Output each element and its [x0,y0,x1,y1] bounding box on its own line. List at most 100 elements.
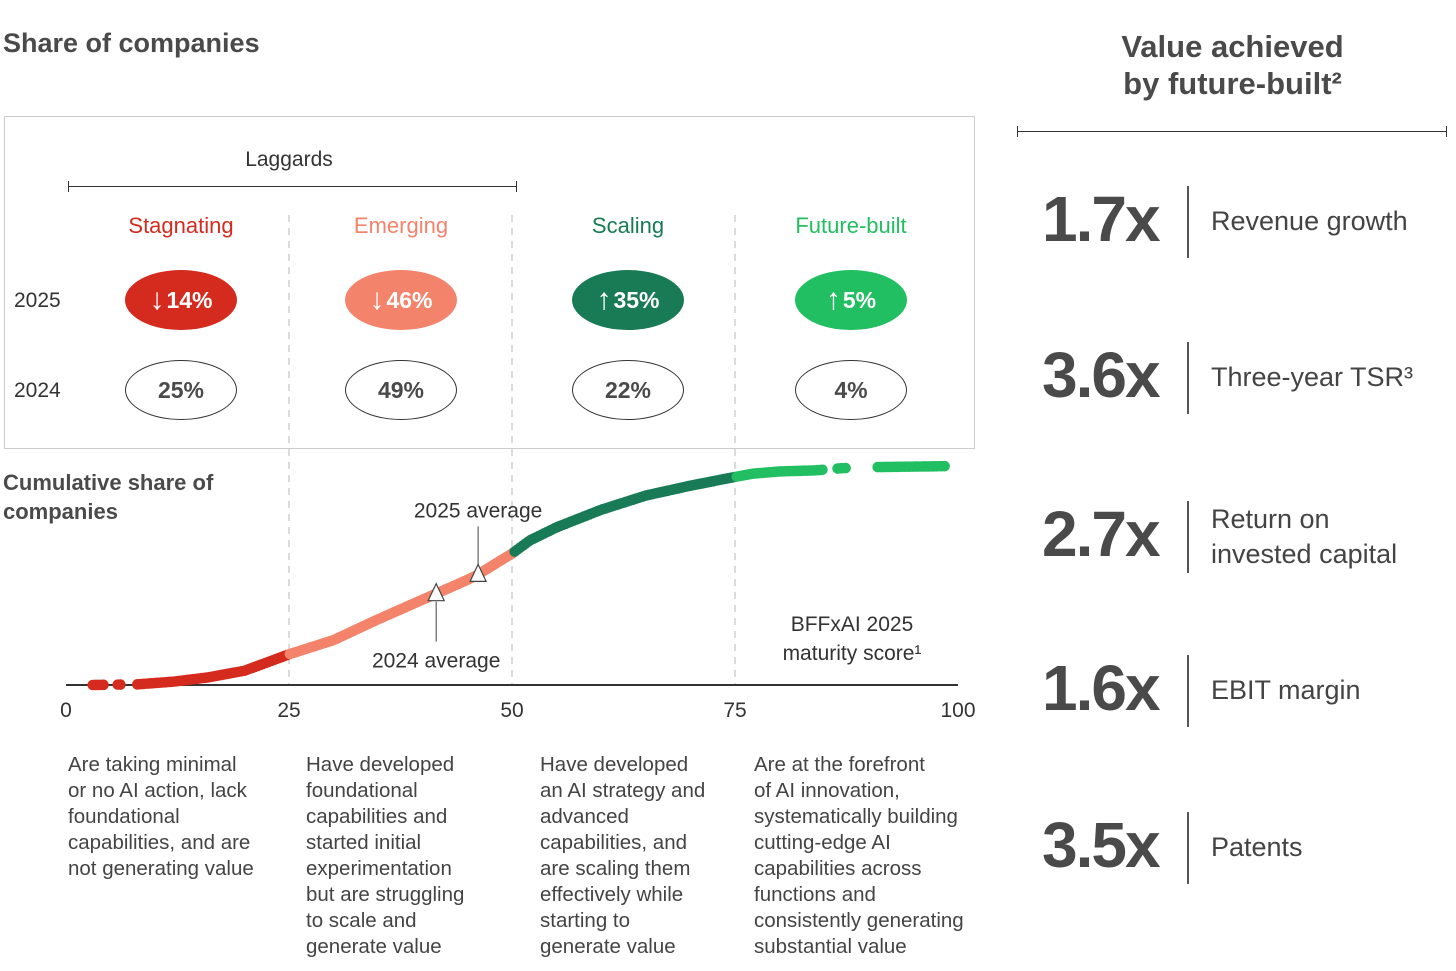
x-tick-label: 100 [940,699,975,722]
metric-2-value: 2.7x [1042,498,1161,570]
tier-3-2025-badge: ↑ 5% [795,270,907,330]
tier-2-description: Have developed an AI strategy and advanced… [540,752,755,960]
data-point [115,679,126,690]
tier-1-description: Have developed foundational capabilities a… [306,752,521,960]
description-line: Are taking minimal [68,753,237,776]
year-2024-label: 2024 [14,379,61,402]
tier-2-2025-value: 35% [613,286,660,313]
description-line: not generating value [68,857,254,880]
description-line: generate value [540,935,676,958]
description-line: functions and [754,883,876,906]
x-tick-label: 0 [60,699,72,722]
metric-0-label: Revenue growth [1211,204,1408,239]
arrow-up-icon: ↑ [825,283,841,316]
tier-3-name: Future-built [795,213,907,238]
metric-0-value: 1.7x [1042,183,1161,255]
tier-2-2024-value: 22% [604,376,652,403]
description-line: capabilities, and [540,831,688,854]
description-line: foundational [68,805,180,828]
x-tick-label: 50 [500,699,523,722]
tier-0-2025-badge: ↓ 14% [125,270,237,330]
data-point [840,462,851,474]
description-line: Have developed [306,753,455,776]
value-title-line2: by future-built² [1123,66,1342,101]
data-point [98,679,109,691]
description-line: starting to [540,909,631,932]
description-line: capabilities, and are [68,831,251,854]
description-line: are scaling them [540,857,691,880]
tier-3-2024-badge: 4% [795,360,907,420]
description-line: capabilities across [754,857,922,880]
x-axis-label: BFFxAI 2025 maturity score¹ [752,610,952,668]
description-line: substantial value [754,935,907,958]
x-tick-label: 25 [277,699,300,722]
tier-2-2025-badge: ↑ 35% [572,270,684,330]
description-line: generate value [306,935,442,958]
data-point [939,460,950,472]
average-triangle-icon [469,562,488,583]
metric-label-line: Return on [1211,504,1330,534]
arrow-up-icon: ↑ [596,283,612,316]
description-line: started initial [306,831,422,854]
description-line: foundational [306,779,418,802]
tier-1-2024-badge: 49% [345,360,457,420]
tier-3-2024-value: 4% [834,376,868,403]
metric-1-label: Three-year TSR³ [1211,360,1413,395]
average-label: 2025 average [414,499,542,522]
description-line: cutting-edge AI [754,831,891,854]
tier-1-name: Emerging [353,213,449,238]
tier-0-2024-value: 25% [157,376,205,403]
metric-label-line: Patents [1211,832,1303,862]
x-axis-label-line1: BFFxAI 2025 [790,613,914,636]
metric-divider [1187,501,1189,573]
description-line: Have developed [540,753,689,776]
metric-1-value: 3.6x [1042,339,1161,411]
metric-divider [1187,342,1189,414]
description-line: but are struggling [306,883,465,906]
arrow-down-icon: ↓ [149,283,165,316]
description-line: Are at the forefront [754,753,925,776]
description-line: capabilities and [306,805,448,828]
description-line: systematically building [754,805,958,828]
description-line: advanced [540,805,629,828]
tier-3-description: Are at the forefront of AI innovation, sys… [754,752,969,960]
value-rule [1017,126,1447,137]
description-line: consistently generating [754,909,964,932]
tier-0-2025-value: 14% [166,286,213,313]
metric-divider [1187,655,1189,727]
arrow-down-icon: ↓ [369,283,385,316]
description-line: to scale and [306,909,417,932]
value-title-line1: Value achieved [1121,29,1344,64]
description-line: of AI innovation, [754,779,900,802]
tier-3-2025-value: 5% [842,286,877,313]
laggards-bracket [68,181,517,192]
metric-2-label: Return on invested capital [1211,502,1397,572]
metric-label-line: EBIT margin [1211,675,1361,705]
laggards-label: Laggards [245,148,333,171]
tier-0-name: Stagnating [128,213,234,238]
data-point [817,464,828,476]
metric-divider [1187,812,1189,884]
metric-label-line: invested capital [1211,539,1398,569]
tier-1-2025-value: 46% [386,286,433,313]
tier-1-2024-value: 49% [377,376,425,403]
metric-label-line: Revenue growth [1211,206,1408,236]
description-line: experimentation [306,857,452,880]
tier-0-description: Are taking minimal or no AI action, lack f… [68,752,283,882]
metric-4-value: 3.5x [1042,809,1161,881]
maturity-chart: 0 25 50 75 100 2024 average 2025 average [60,215,976,722]
metric-3-value: 1.6x [1042,652,1161,724]
metric-divider [1187,186,1189,258]
description-line: an AI strategy and [540,779,706,802]
x-tick-label: 75 [723,699,746,722]
value-title: Value achieved by future-built² [1060,28,1405,102]
description-line: effectively while [540,883,684,906]
metric-4-label: Patents [1211,830,1303,865]
share-box [4,116,975,449]
x-axis-label-line2: maturity score¹ [782,642,922,665]
metric-label-line: Three-year TSR³ [1211,362,1414,392]
cumulative-share-label: Cumulative share of companies [3,470,214,524]
metric-3-label: EBIT margin [1211,673,1361,708]
tier-0-2024-badge: 25% [125,360,237,420]
